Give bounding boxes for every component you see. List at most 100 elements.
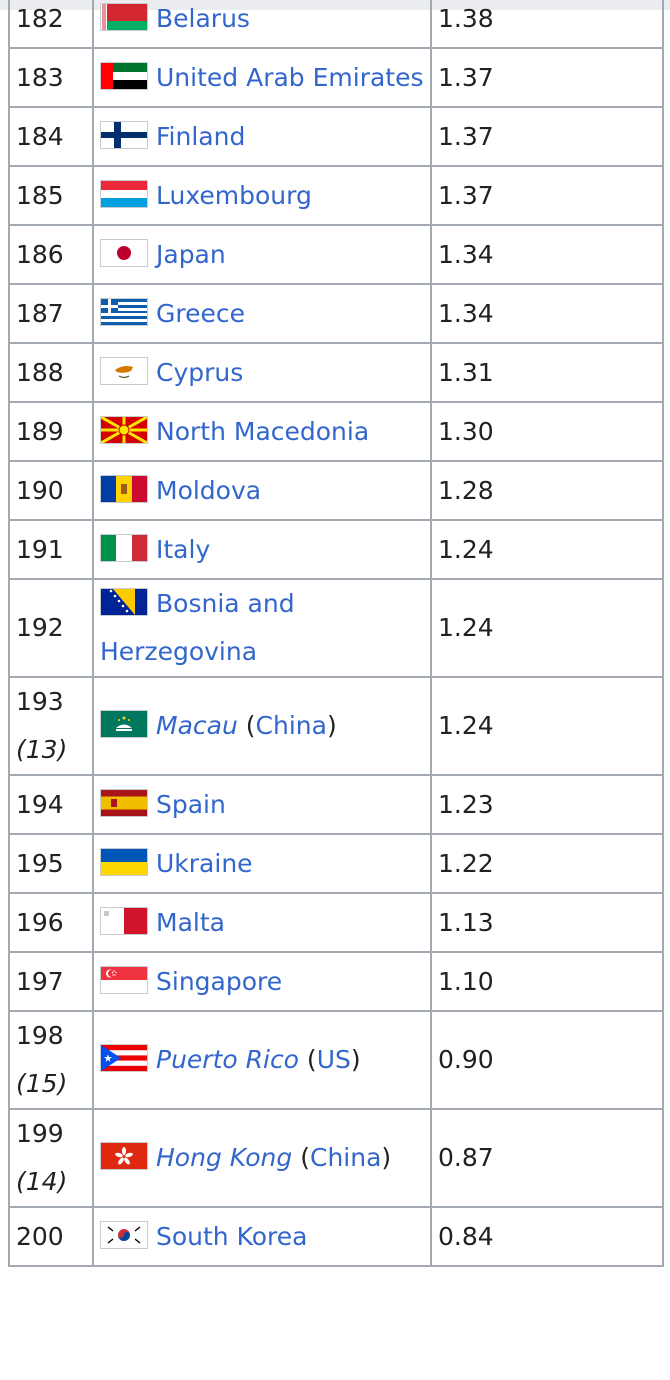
fertility-rate-cell: 1.24 <box>430 578 664 678</box>
country-link[interactable]: Greece <box>156 298 245 328</box>
sovereign-link[interactable]: US <box>316 1045 351 1074</box>
country-cell: Greece <box>92 283 432 344</box>
rank-cell: 184 <box>8 106 94 167</box>
paren-open: ( <box>237 711 256 740</box>
country-link[interactable]: Japan <box>156 239 226 269</box>
country-cell: Malta <box>92 892 432 953</box>
fertility-ranking-table: 182 Belarus 1.38 183 United Arab Emirates 1.3… <box>8 0 664 1267</box>
country-link[interactable]: Hong Kong <box>156 1143 293 1172</box>
country-link[interactable]: Finland <box>156 121 246 151</box>
rank-number: 193 <box>16 687 64 716</box>
rank-cell: 198 (15) <box>8 1010 94 1110</box>
country-cell: Spain <box>92 774 432 835</box>
table-row: 188 Cyprus 1.31 <box>8 342 664 403</box>
rank-number: 185 <box>16 180 64 210</box>
country-cell: Ukraine <box>92 833 432 894</box>
country-cell: Japan <box>92 224 432 285</box>
fertility-rate-cell: 0.90 <box>430 1010 664 1110</box>
rank-cell: 191 <box>8 519 94 580</box>
rank-number: 183 <box>16 62 64 92</box>
country-link[interactable]: Moldova <box>156 475 262 505</box>
north-macedonia-flag-icon <box>100 415 148 444</box>
rank-number: 190 <box>16 475 64 505</box>
japan-flag-icon <box>100 238 148 267</box>
rank-number: 195 <box>16 848 64 878</box>
country-cell: Singapore <box>92 951 432 1012</box>
table-row: 195 Ukraine 1.22 <box>8 833 664 894</box>
country-link[interactable]: Malta <box>156 907 225 937</box>
macau-flag-icon <box>100 710 148 738</box>
table-row: 196 Malta 1.13 <box>8 892 664 953</box>
table-row: 192 Bosnia and Herzegovina 1.24 <box>8 578 664 678</box>
spain-flag-icon <box>100 788 148 817</box>
greece-flag-icon <box>100 297 148 326</box>
paren-open: ( <box>298 1045 317 1074</box>
subrank-note: (14) <box>16 1167 68 1196</box>
sovereign-link[interactable]: China <box>309 1143 382 1172</box>
paren-close: ) <box>381 1143 392 1172</box>
country-link[interactable]: Luxembourg <box>156 180 312 210</box>
fertility-rate-cell: 1.23 <box>430 774 664 835</box>
country-link[interactable]: United Arab Emirates <box>156 62 424 92</box>
country-link[interactable]: Ukraine <box>156 848 253 878</box>
rank-number: 197 <box>16 966 64 996</box>
country-link[interactable]: North Macedonia <box>156 416 370 446</box>
table-row: 182 Belarus 1.38 <box>8 0 664 49</box>
fertility-rate-cell: 1.24 <box>430 519 664 580</box>
rank-cell: 186 <box>8 224 94 285</box>
sovereign-link[interactable]: China <box>255 711 327 740</box>
country-link[interactable]: Singapore <box>156 966 283 996</box>
fertility-rate-cell: 1.34 <box>430 283 664 344</box>
rank-number: 192 <box>16 613 64 642</box>
country-cell: Puerto Rico (US) <box>92 1010 432 1110</box>
table-row: 183 United Arab Emirates 1.37 <box>8 47 664 108</box>
rank-number: 199 <box>16 1119 64 1148</box>
rank-cell: 183 <box>8 47 94 108</box>
subrank-note: (13) <box>16 735 68 764</box>
country-link[interactable]: Bosnia and Herzegovina <box>100 589 295 666</box>
rank-cell: 195 <box>8 833 94 894</box>
table-row: 184 Finland 1.37 <box>8 106 664 167</box>
table-row: 187 Greece 1.34 <box>8 283 664 344</box>
country-link[interactable]: Cyprus <box>156 357 244 387</box>
rank-cell: 193 (13) <box>8 676 94 776</box>
table-row: 200 South Korea 0.84 <box>8 1206 664 1267</box>
fertility-rate-cell: 1.37 <box>430 47 664 108</box>
table-row: 194 Spain 1.23 <box>8 774 664 835</box>
rank-cell: 189 <box>8 401 94 462</box>
country-cell: Bosnia and Herzegovina <box>92 578 432 678</box>
country-link[interactable]: Puerto Rico <box>156 1045 299 1074</box>
country-link[interactable]: Spain <box>156 789 226 819</box>
fertility-rate-cell: 1.37 <box>430 106 664 167</box>
country-link[interactable]: Macau <box>156 711 238 740</box>
country-cell: Belarus <box>92 0 432 49</box>
country-link[interactable]: Italy <box>156 534 211 564</box>
rank-number: 187 <box>16 298 64 328</box>
country-cell: Cyprus <box>92 342 432 403</box>
country-cell: Italy <box>92 519 432 580</box>
rank-number: 198 <box>16 1021 64 1050</box>
rank-number: 186 <box>16 239 64 269</box>
country-link[interactable]: Belarus <box>156 3 250 33</box>
table-row: 190 Moldova 1.28 <box>8 460 664 521</box>
puerto-rico-flag-icon <box>100 1044 148 1072</box>
malta-flag-icon <box>100 906 148 935</box>
south-korea-flag-icon <box>100 1220 148 1249</box>
rank-number: 194 <box>16 789 64 819</box>
rank-number: 189 <box>16 416 64 446</box>
country-cell: North Macedonia <box>92 401 432 462</box>
fertility-rate-cell: 1.22 <box>430 833 664 894</box>
rank-cell: 185 <box>8 165 94 226</box>
table-row: 198 (15) Puerto Rico (US) 0.90 <box>8 1010 664 1110</box>
rank-number: 200 <box>16 1221 64 1251</box>
fertility-rate-cell: 1.34 <box>430 224 664 285</box>
table-row: 197 Singapore 1.10 <box>8 951 664 1012</box>
country-link[interactable]: South Korea <box>156 1221 308 1251</box>
fertility-rate-cell: 1.30 <box>430 401 664 462</box>
fertility-rate-cell: 0.87 <box>430 1108 664 1208</box>
table-row: 189 North Macedonia 1.30 <box>8 401 664 462</box>
rank-cell: 187 <box>8 283 94 344</box>
rank-cell: 190 <box>8 460 94 521</box>
paren-open: ( <box>292 1143 310 1172</box>
fertility-rate-cell: 1.13 <box>430 892 664 953</box>
